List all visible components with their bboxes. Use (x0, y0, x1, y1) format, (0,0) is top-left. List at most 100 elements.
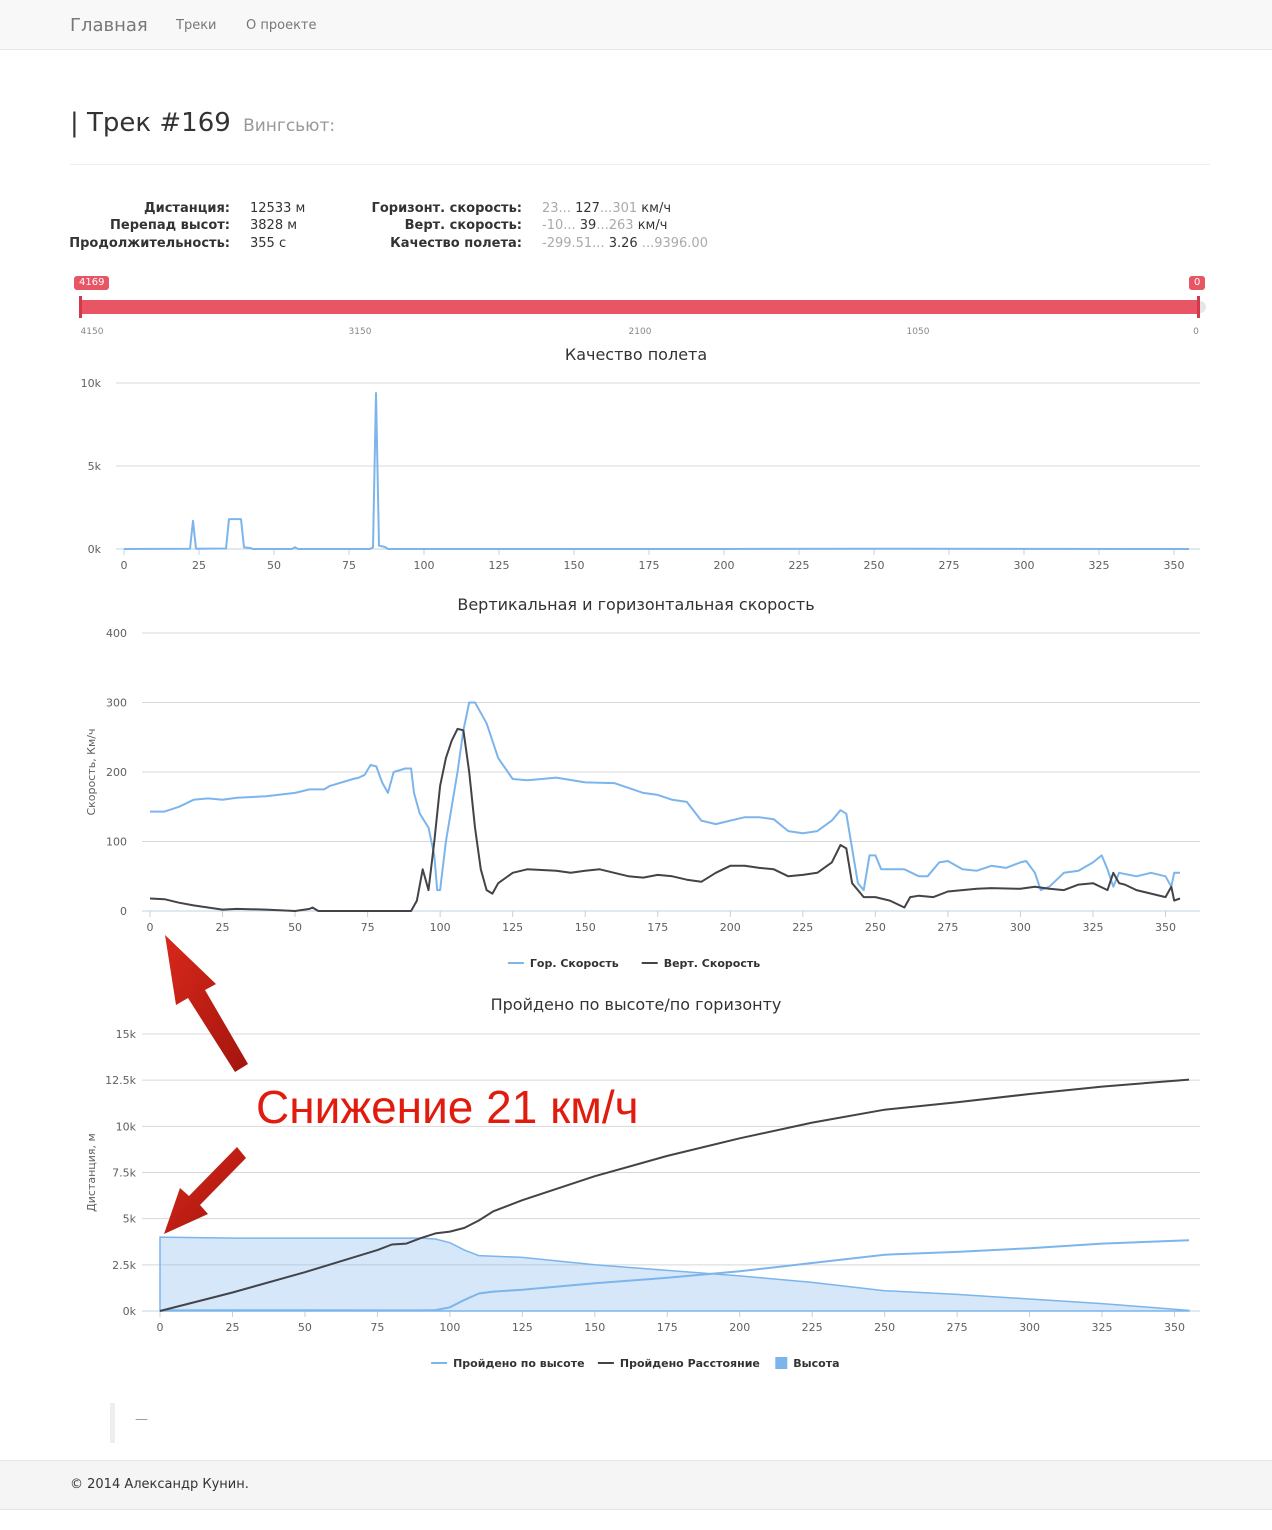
chart-title: Качество полета (565, 345, 707, 364)
nav-link-tracks[interactable]: Треки (176, 18, 217, 33)
y-tick-label: 15k (116, 1028, 137, 1041)
x-tick-label: 50 (298, 1321, 312, 1334)
x-tick-label: 50 (267, 559, 281, 572)
glide-ratio-chart: Качество полета 0k 5k 10k 0 25 50 75 100 125 150 17… (81, 345, 1200, 572)
range-slider-handle-max[interactable] (1197, 296, 1200, 318)
x-tick-label: 350 (1164, 1321, 1185, 1334)
x-tick-label: 150 (584, 1321, 605, 1334)
legend-label: Пройдено Расстояние (620, 1357, 760, 1370)
stat-distance-label: Дистанция: (144, 201, 230, 216)
slider-tick: 0 (1193, 327, 1199, 337)
series-line-series (123, 392, 1190, 550)
nav-link-about[interactable]: О проекте (246, 18, 317, 33)
stat-glide-avg: 3.26 (608, 236, 638, 251)
x-tick-label: 175 (647, 921, 668, 934)
y-tick-label: 300 (106, 697, 127, 710)
annotation-text: Снижение 21 км/ч (256, 1081, 639, 1133)
x-tick-label: 175 (639, 559, 660, 572)
stat-glide-min: -299.51... (542, 236, 605, 251)
x-tick-label: 125 (512, 1321, 533, 1334)
x-tick-label: 325 (1092, 1321, 1113, 1334)
title-divider (70, 164, 1210, 165)
stat-hspeed-max: ...301 (599, 201, 638, 216)
track-type: Вингсьют: (243, 116, 336, 136)
x-tick-label: 225 (792, 921, 813, 934)
nav-brand-link[interactable]: Главная (70, 15, 148, 36)
x-tick-label: 275 (937, 921, 958, 934)
series-area-Высота (159, 1236, 1190, 1312)
x-tick-label: 75 (361, 921, 375, 934)
track-title: | Трек #169 (70, 108, 231, 138)
slider-tick: 2100 (628, 327, 652, 337)
y-tick-label: 5k (88, 460, 102, 473)
y-tick-label: 10k (116, 1120, 137, 1133)
stat-altitude-value: 3828 м (250, 218, 298, 233)
range-slider-max-badge: 0 (1189, 276, 1206, 290)
range-slider-handle-min[interactable] (79, 296, 82, 318)
stat-glide-max: ...9396.00 (641, 236, 708, 251)
y-tick-label: 0k (123, 1305, 137, 1318)
stat-hspeed-unit: км/ч (641, 201, 672, 216)
slider-tick: 3150 (348, 327, 372, 337)
stat-hspeed-avg: 127 (575, 201, 600, 216)
x-tick-label: 350 (1155, 921, 1176, 934)
chart-title: Вертикальная и горизонтальная скорость (457, 595, 814, 614)
stat-hspeed-min: 23... (542, 201, 571, 216)
x-tick-label: 0 (121, 559, 128, 572)
stat-vspeed-max: ...263 (596, 218, 634, 233)
footer-copyright: © 2014 Александр Кунин. (70, 1477, 249, 1492)
x-tick-label: 75 (342, 559, 356, 572)
x-tick-label: 200 (720, 921, 741, 934)
x-tick-label: 50 (288, 921, 302, 934)
y-tick-label: 0 (120, 905, 127, 918)
distance-chart: Пройдено по высоте/по горизонту 0k 2.5k 5k 7… (85, 995, 1200, 1370)
x-tick-label: 250 (865, 921, 886, 934)
y-tick-label: 7.5k (112, 1167, 136, 1180)
stat-distance-value: 12533 м (250, 201, 306, 216)
x-tick-label: 250 (864, 559, 885, 572)
y-tick-label: 400 (106, 627, 127, 640)
x-tick-label: 25 (192, 559, 206, 572)
x-tick-label: 0 (157, 1321, 164, 1334)
y-tick-label: 2.5k (112, 1259, 136, 1272)
x-tick-label: 150 (564, 559, 585, 572)
legend-swatch (775, 1357, 788, 1369)
y-tick-label: 10k (81, 377, 102, 390)
x-tick-label: 100 (430, 921, 451, 934)
slider-tick: 1050 (906, 327, 930, 337)
series-line-Пройдено Расстояние (159, 1078, 1190, 1312)
slider-tick: 4150 (80, 327, 104, 337)
page-title: | Трек #169 Вингсьют: (70, 108, 335, 138)
x-tick-label: 125 (502, 921, 523, 934)
legend-item: Пройдено Расстояние (597, 1357, 760, 1370)
y-tick-label: 200 (106, 766, 127, 779)
stat-vspeed-unit: км/ч (637, 218, 668, 233)
y-tick-label: 100 (106, 836, 127, 849)
range-slider-min-badge: 4169 (74, 276, 110, 290)
x-tick-label: 25 (225, 1321, 239, 1334)
x-tick-label: 325 (1089, 559, 1110, 572)
x-tick-label: 350 (1164, 559, 1185, 572)
series-line-Пройдено по высоте (159, 1239, 1190, 1312)
y-tick-label: 5k (123, 1213, 137, 1226)
stat-duration-label: Продолжительность: (69, 236, 230, 251)
x-tick-label: 100 (439, 1321, 460, 1334)
legend-item: Пройдено по высоте (431, 1357, 585, 1370)
series-line-Гор. Скорость (150, 701, 1180, 892)
y-tick-label: 0k (88, 543, 102, 556)
x-tick-label: 125 (489, 559, 510, 572)
legend-label: Гор. Скорость (530, 957, 619, 970)
x-tick-label: 25 (216, 921, 230, 934)
navbar: Главная Треки О проекте (0, 0, 1272, 50)
x-tick-label: 0 (147, 921, 154, 934)
legend-item: Верт. Скорость (641, 957, 760, 970)
x-tick-label: 150 (575, 921, 596, 934)
stat-vspeed-label: Верт. скорость: (404, 218, 522, 233)
chart-title: Пройдено по высоте/по горизонту (491, 995, 782, 1014)
stat-altitude-label: Перепад высот: (110, 218, 230, 233)
stat-vspeed-min: -10... (542, 218, 576, 233)
stat-hspeed-label: Горизонт. скорость: (371, 201, 522, 216)
y-axis-title: Дистанция, м (85, 1133, 98, 1212)
x-tick-label: 225 (789, 559, 810, 572)
range-slider-selection[interactable] (80, 300, 1200, 314)
